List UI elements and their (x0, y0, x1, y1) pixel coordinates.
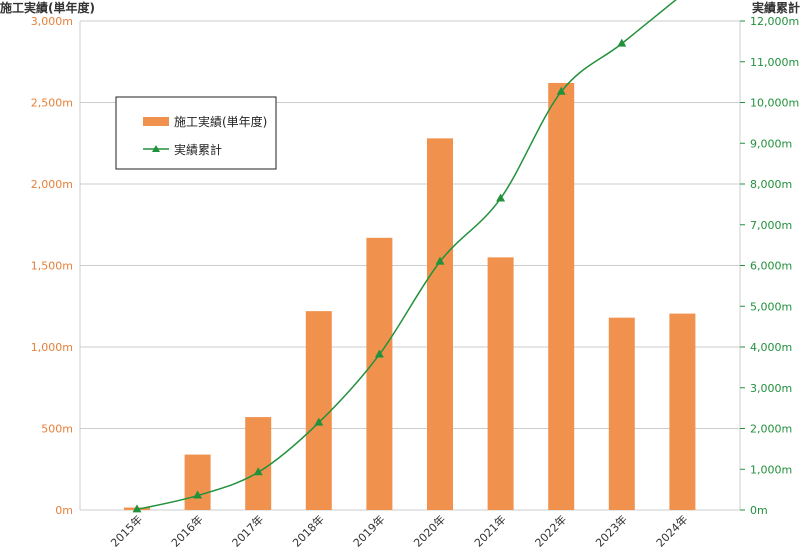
left-tick-label: 1,000m (31, 341, 73, 354)
x-tick-label: 2020年 (411, 512, 448, 549)
bar (608, 317, 635, 510)
right-tick-label: 10,000m (750, 97, 799, 110)
left-tick-label: 2,000m (31, 178, 73, 191)
left-tick-label: 500m (41, 423, 73, 436)
legend-line-marker (152, 145, 160, 152)
bar (305, 311, 332, 510)
bar (245, 417, 272, 510)
right-axis-title: 実績累計 (752, 0, 800, 15)
bar (487, 257, 514, 510)
legend-bar-label: 施工実績(単年度) (174, 114, 267, 129)
legend-box (115, 96, 277, 170)
bar (548, 82, 575, 510)
left-axis: 0m 500m 1,000m 1,500m 2,000m 2,500m 3,000m (31, 15, 73, 517)
legend: 施工実績(単年度) 実績累計 (115, 96, 277, 170)
right-tick-label: 3,000m (750, 382, 792, 395)
line-point (193, 490, 203, 499)
x-tick-label: 2024年 (653, 512, 690, 549)
right-axis: 0m 1,000m 2,000m 3,000m 4,000m 5,000m 6,000m 7,… (740, 15, 799, 517)
left-tick-label: 3,000m (31, 15, 73, 28)
cumulative-line-series (132, 0, 677, 513)
right-tick-label: 2,000m (750, 423, 792, 436)
legend-line-label: 実績累計 (174, 142, 222, 157)
left-tick-label: 0m (55, 504, 73, 517)
bar (669, 313, 696, 510)
x-tick-label: 2018年 (289, 512, 326, 549)
bar (184, 454, 211, 510)
x-tick-label: 2019年 (350, 512, 387, 549)
line-point (253, 467, 263, 476)
right-tick-label: 7,000m (750, 219, 792, 232)
line-point (556, 86, 566, 95)
x-tick-label: 2021年 (471, 512, 508, 549)
left-tick-label: 1,500m (31, 260, 73, 273)
line-point (132, 504, 142, 513)
right-tick-label: 11,000m (750, 56, 799, 69)
x-axis: 2015年 2016年 2017年 2018年 2019年 2020年 2021年 2022年… (108, 512, 691, 549)
right-tick-label: 5,000m (750, 300, 792, 313)
left-tick-label: 2,500m (31, 97, 73, 110)
cumulative-line (136, 0, 677, 511)
x-tick-label: 2022年 (532, 512, 569, 549)
line-point (374, 349, 384, 358)
right-tick-label: 9,000m (750, 137, 792, 150)
legend-bar-swatch (143, 117, 169, 126)
line-point (314, 417, 324, 426)
x-tick-label: 2023年 (592, 512, 629, 549)
bar-series (124, 82, 696, 511)
line-point (496, 193, 506, 202)
right-tick-label: 0m (750, 504, 768, 517)
right-tick-label: 12,000m (750, 15, 799, 28)
right-tick-label: 4,000m (750, 341, 792, 354)
gridlines (79, 20, 741, 511)
bar (427, 138, 453, 511)
line-point (435, 256, 445, 265)
right-tick-label: 8,000m (750, 178, 792, 191)
line-point (617, 38, 627, 47)
left-axis-title: 施工実績(単年度) (0, 0, 95, 15)
x-tick-label: 2017年 (229, 512, 266, 549)
right-tick-label: 6,000m (750, 260, 792, 273)
x-tick-label: 2016年 (168, 512, 205, 549)
x-tick-label: 2015年 (108, 512, 145, 549)
right-tick-label: 1,000m (750, 463, 792, 476)
bar (366, 237, 393, 511)
